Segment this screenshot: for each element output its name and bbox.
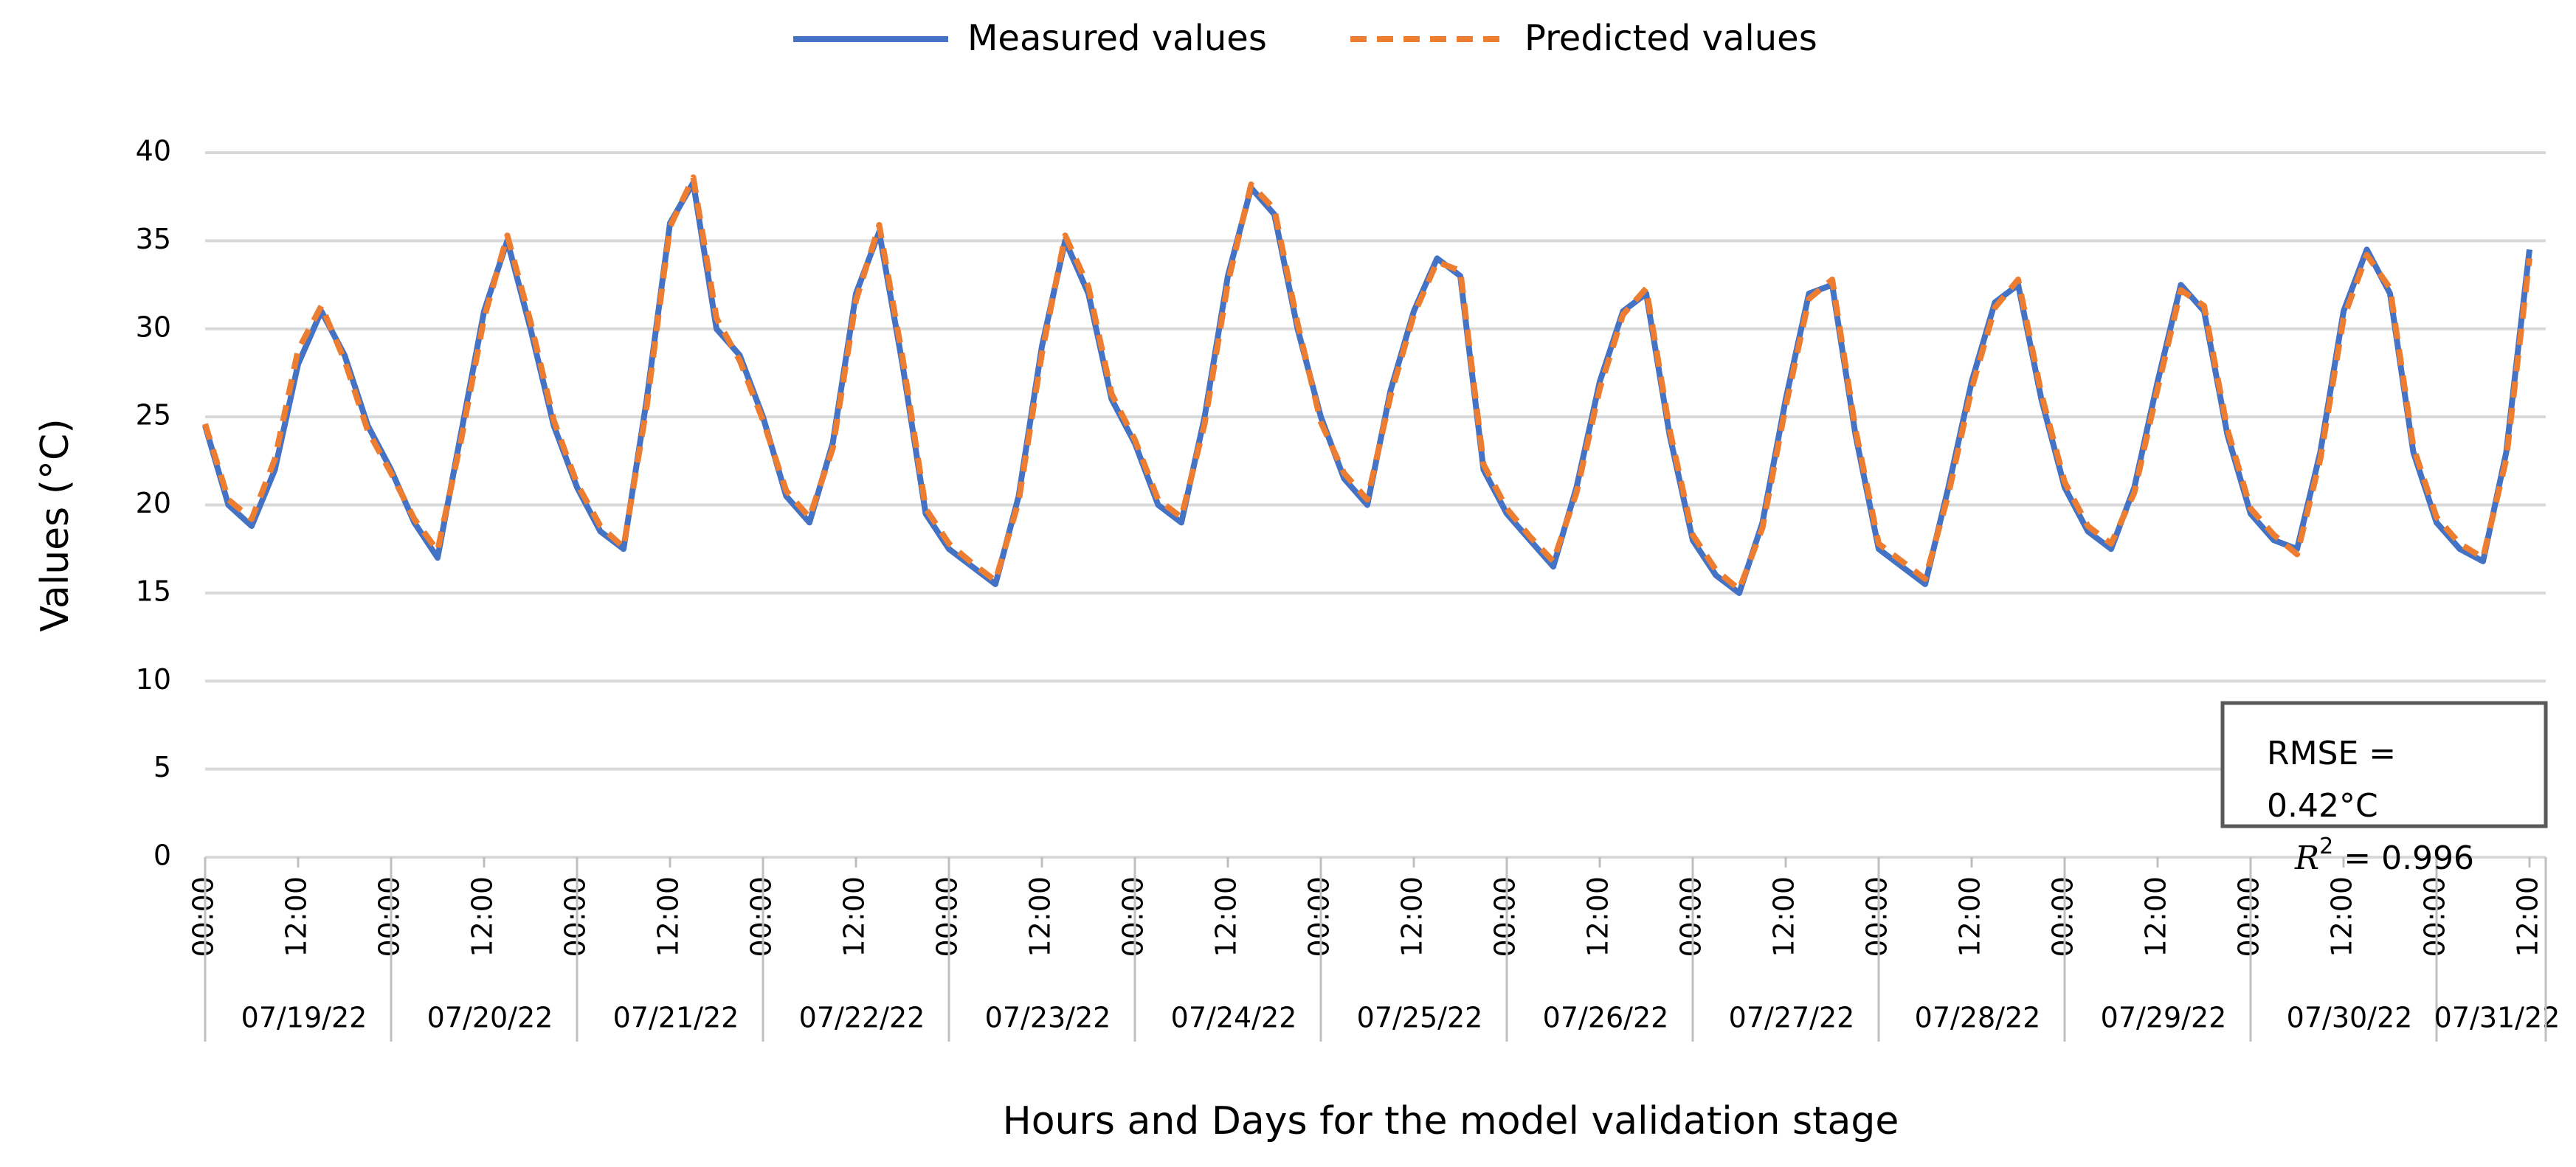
x-tick-label: 00:00	[1489, 876, 1522, 958]
x-tick-label: 12:00	[652, 876, 685, 958]
x-axis-title: Hours and Days for the model validation …	[1003, 1099, 1899, 1143]
r2-symbol: R	[2294, 839, 2319, 877]
x-tick-label: 12:00	[1024, 876, 1057, 958]
x-tick-label: 00:00	[373, 876, 406, 958]
y-tick-label: 30	[136, 311, 171, 343]
y-tick-label: 20	[136, 487, 171, 519]
x-tick-label: 12:00	[1954, 876, 1986, 958]
x-tick-label: 00:00	[2419, 876, 2451, 958]
x-tick-label: 00:00	[1861, 876, 1893, 958]
x-tick-label: 12:00	[280, 876, 313, 958]
line-series	[202, 174, 2532, 593]
y-tick-label: 35	[136, 223, 171, 255]
day-label: 07/30/22	[2287, 1002, 2413, 1034]
day-label: 07/26/22	[1543, 1002, 1669, 1034]
day-label: 07/24/22	[1171, 1002, 1297, 1034]
annotation-line: 0.42°C	[2267, 787, 2378, 825]
x-tick-label: 12:00	[1768, 876, 1800, 958]
x-tick-label: 12:00	[2326, 876, 2358, 958]
x-tick-label: 00:00	[2233, 876, 2265, 958]
x-tick-label: 12:00	[466, 876, 499, 958]
x-tick-label: 12:00	[2140, 876, 2172, 958]
x-tick-label: 12:00	[838, 876, 871, 958]
day-label: 07/27/22	[1729, 1002, 1855, 1034]
x-tick-label: 00:00	[559, 876, 592, 958]
day-label: 07/29/22	[2101, 1002, 2227, 1034]
y-tick-label: 25	[136, 399, 171, 432]
x-tick-label: 00:00	[745, 876, 778, 958]
annotation-box	[2220, 701, 2548, 828]
annotation-line: RMSE =	[2267, 735, 2396, 772]
x-tick-label: 12:00	[1582, 876, 1615, 958]
x-tick-label: 00:00	[1117, 876, 1150, 958]
x-tick-label: 00:00	[187, 876, 220, 958]
r2-annotation: R2 = 0.996	[2294, 834, 2474, 878]
y-tick-label: 10	[136, 663, 171, 696]
day-label: 07/21/22	[613, 1002, 739, 1034]
y-axis-title: Values (°C)	[33, 418, 77, 631]
day-label: 07/23/22	[985, 1002, 1111, 1034]
x-tick-label: 12:00	[1210, 876, 1243, 958]
y-tick-label: 15	[136, 575, 171, 607]
r2-exponent: 2	[2319, 834, 2333, 859]
y-tick-label: 40	[136, 135, 171, 167]
x-tick-label: 00:00	[2047, 876, 2079, 958]
day-label: 07/28/22	[1915, 1002, 2041, 1034]
x-tick-label: 12:00	[2512, 876, 2544, 958]
x-tick-label: 00:00	[931, 876, 964, 958]
y-tick-label: 5	[153, 751, 171, 783]
day-label: 07/20/22	[427, 1002, 553, 1034]
r2-text: = 0.996	[2333, 839, 2474, 877]
day-label: 07/25/22	[1357, 1002, 1483, 1034]
legend-label: Measured values	[967, 18, 1267, 59]
x-tick-label: 12:00	[1396, 876, 1429, 958]
x-tick-label: 00:00	[1303, 876, 1336, 958]
y-tick-label: 0	[153, 839, 171, 872]
x-tick-label: 00:00	[1675, 876, 1707, 958]
day-label: 07/19/22	[241, 1002, 367, 1034]
legend-label: Predicted values	[1524, 18, 1817, 59]
day-label: 07/31/22	[2434, 1002, 2561, 1034]
line-series	[202, 179, 2532, 596]
day-label: 07/22/22	[799, 1002, 925, 1034]
